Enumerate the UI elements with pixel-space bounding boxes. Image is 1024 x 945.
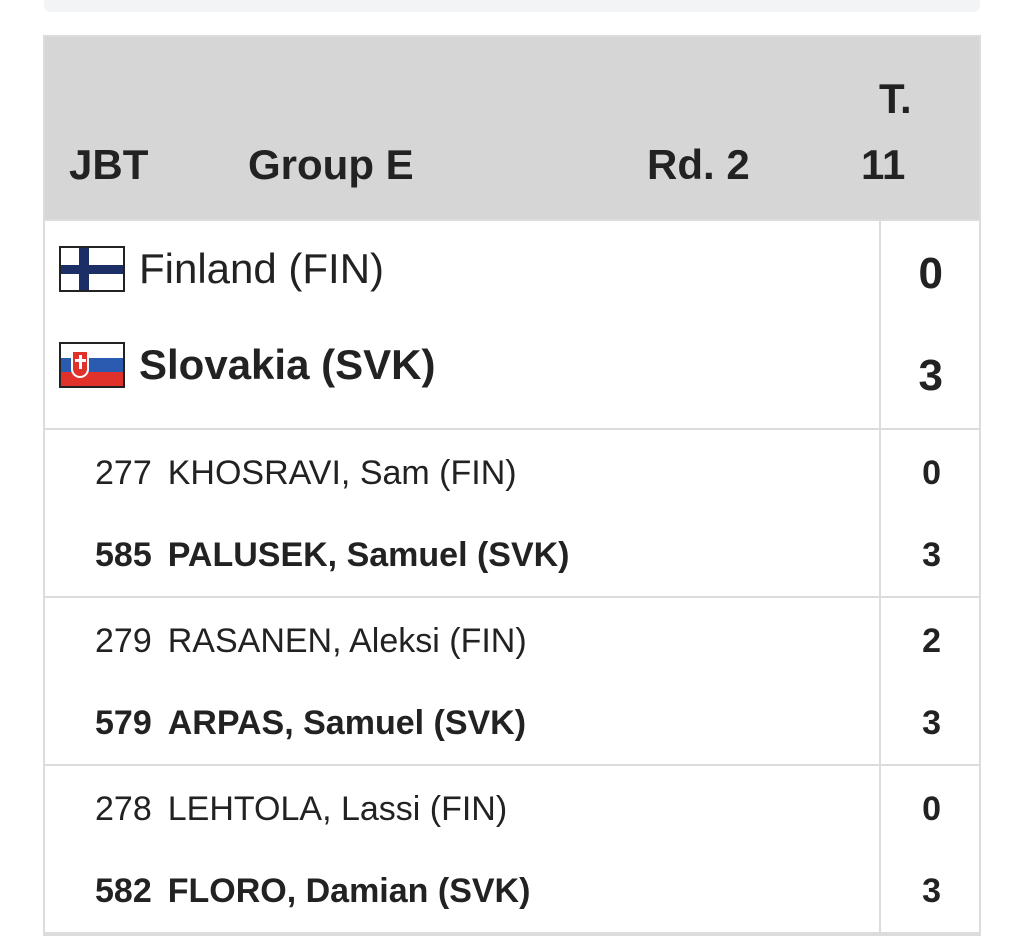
team-2: Slovakia (SVK): [59, 341, 435, 389]
player-number: 585: [95, 536, 152, 574]
player-name: FLORO, Damian (SVK): [167, 872, 531, 910]
player-name: KHOSRAVI, Sam (FIN): [167, 454, 517, 492]
team-2-score: 3: [918, 351, 943, 400]
player-name: LEHTOLA, Lassi (FIN): [167, 790, 508, 828]
player-name: RASANEN, Aleksi (FIN): [167, 622, 527, 660]
match-table: JBT Group E Rd. 2 T. 11 Finland (FIN) Sl…: [43, 35, 981, 936]
team-result-row[interactable]: Finland (FIN) Slovakia (SVK) 0 3: [45, 221, 979, 430]
game-1-player-1: 277 KHOSRAVI, Sam (FIN): [95, 454, 517, 493]
team-2-name: Slovakia (SVK): [139, 341, 436, 388]
event-label: JBT: [69, 141, 149, 188]
game-1-player-1-score: 0: [922, 454, 941, 492]
game-row-2[interactable]: 279 RASANEN, Aleksi (FIN) 579 ARPAS, Samue…: [45, 598, 979, 766]
table-label: T.: [879, 75, 912, 122]
round-label: Rd. 2: [647, 141, 750, 188]
finland-flag-icon: [59, 246, 125, 292]
game-3-player-1: 278 LEHTOLA, Lassi (FIN): [95, 790, 507, 829]
match-header: JBT Group E Rd. 2 T. 11: [45, 37, 979, 221]
game-row-1[interactable]: 277 KHOSRAVI, Sam (FIN) 585 PALUSEK, Samue…: [45, 430, 979, 598]
game-2-player-1: 279 RASANEN, Aleksi (FIN): [95, 622, 527, 661]
player-number: 277: [95, 454, 152, 492]
game-row-3[interactable]: 278 LEHTOLA, Lassi (FIN) 582 FLORO, Damian…: [45, 766, 979, 934]
group-label: Group E: [248, 141, 414, 188]
table-number: 11: [861, 141, 906, 188]
player-number: 582: [95, 872, 152, 910]
player-number: 278: [95, 790, 152, 828]
game-3-player-2: 582 FLORO, Damian (SVK): [95, 872, 530, 911]
top-card-edge: [44, 0, 980, 12]
game-1-player-2-score: 3: [922, 536, 941, 574]
game-2-player-1-score: 2: [922, 622, 941, 660]
game-2-player-2-score: 3: [922, 704, 941, 742]
player-number: 579: [95, 704, 152, 742]
player-name: ARPAS, Samuel (SVK): [167, 704, 527, 742]
team-1-score: 0: [918, 249, 943, 298]
game-2-player-2: 579 ARPAS, Samuel (SVK): [95, 704, 526, 743]
game-3-player-2-score: 3: [922, 872, 941, 910]
team-1-name: Finland (FIN): [139, 245, 385, 292]
game-3-player-1-score: 0: [922, 790, 941, 828]
slovakia-flag-icon: [59, 342, 125, 388]
player-number: 279: [95, 622, 152, 660]
team-1: Finland (FIN): [59, 245, 384, 293]
game-1-player-2: 585 PALUSEK, Samuel (SVK): [95, 536, 570, 575]
player-name: PALUSEK, Samuel (SVK): [167, 536, 570, 574]
